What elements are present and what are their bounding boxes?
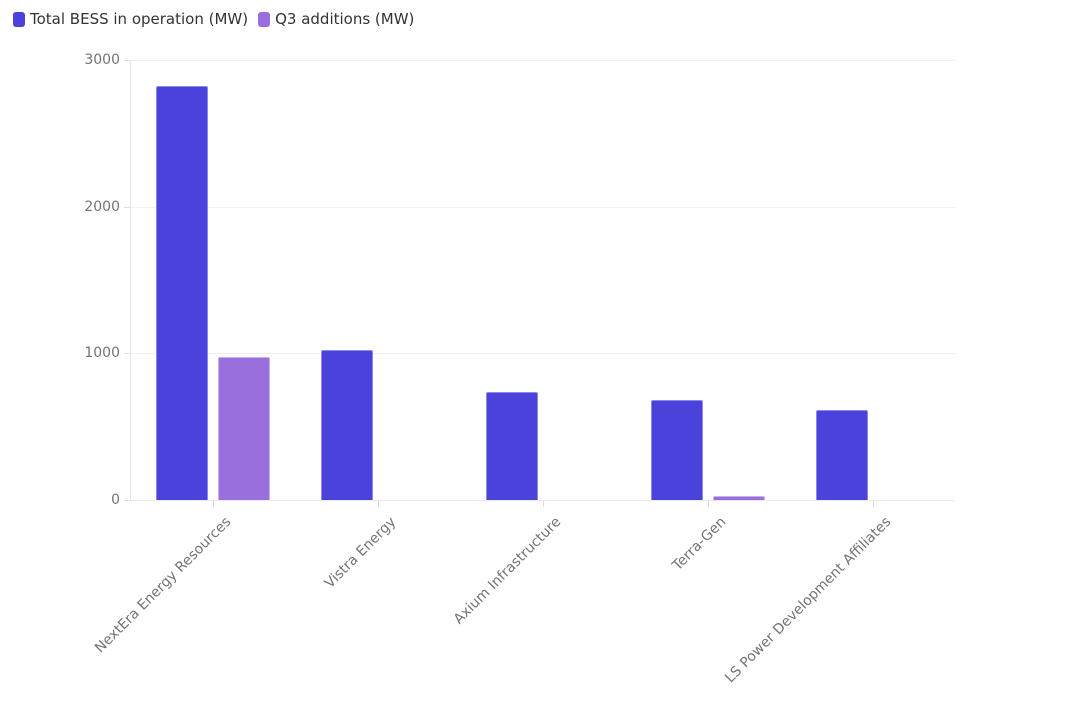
- x-axis-category-label: NextEra Energy Resources: [91, 514, 234, 657]
- y-axis-tick-label: 3000: [84, 52, 120, 68]
- legend-item-total-bess[interactable]: Total BESS in operation (MW): [13, 10, 248, 28]
- x-axis-category-label: Terra-Gen: [669, 514, 729, 574]
- bar-q3-additions-1[interactable]: [217, 357, 270, 500]
- y-axis-tick: [124, 60, 130, 61]
- y-axis-tick: [124, 206, 130, 208]
- gridline-2000: [130, 206, 955, 208]
- gridline-1000: [130, 353, 955, 355]
- x-axis-tick: [707, 501, 709, 507]
- chart-legend: Total BESS in operation (MW) Q3 additions…: [13, 10, 414, 28]
- x-axis-category-label: Vistra Energy: [321, 514, 399, 592]
- bar-total-bess-2[interactable]: [320, 350, 373, 500]
- bar-total-bess-5[interactable]: [815, 409, 868, 500]
- x-axis-tick: [542, 501, 544, 507]
- legend-item-label: Total BESS in operation (MW): [30, 10, 249, 28]
- y-axis-tick-label: 1000: [84, 345, 120, 362]
- y-axis-tick-label: 0: [111, 492, 120, 508]
- legend-item-label: Q3 additions (MW): [275, 10, 415, 28]
- bar-q3-additions-4[interactable]: [712, 496, 765, 500]
- bar-total-bess-3[interactable]: [485, 392, 538, 500]
- y-axis-tick-label: 2000: [84, 198, 120, 215]
- y-axis-line: [130, 60, 131, 500]
- bar-total-bess-4[interactable]: [650, 400, 703, 500]
- bar-total-bess-1[interactable]: [155, 86, 208, 500]
- x-axis-tick: [377, 501, 379, 507]
- legend-item-q3-additions[interactable]: Q3 additions (MW): [258, 10, 414, 28]
- x-axis-tick: [872, 501, 874, 507]
- legend-swatch-icon: [13, 11, 25, 27]
- y-axis-tick: [124, 500, 130, 501]
- legend-swatch-icon: [258, 11, 271, 27]
- x-axis-line: [130, 500, 955, 501]
- x-axis-tick: [212, 501, 214, 507]
- x-axis-category-label: Axium Infrastructure: [450, 514, 564, 628]
- gridline-3000: [130, 60, 955, 61]
- y-axis-tick: [124, 353, 130, 355]
- x-axis-category-label: LS Power Development Affiliates: [721, 514, 894, 687]
